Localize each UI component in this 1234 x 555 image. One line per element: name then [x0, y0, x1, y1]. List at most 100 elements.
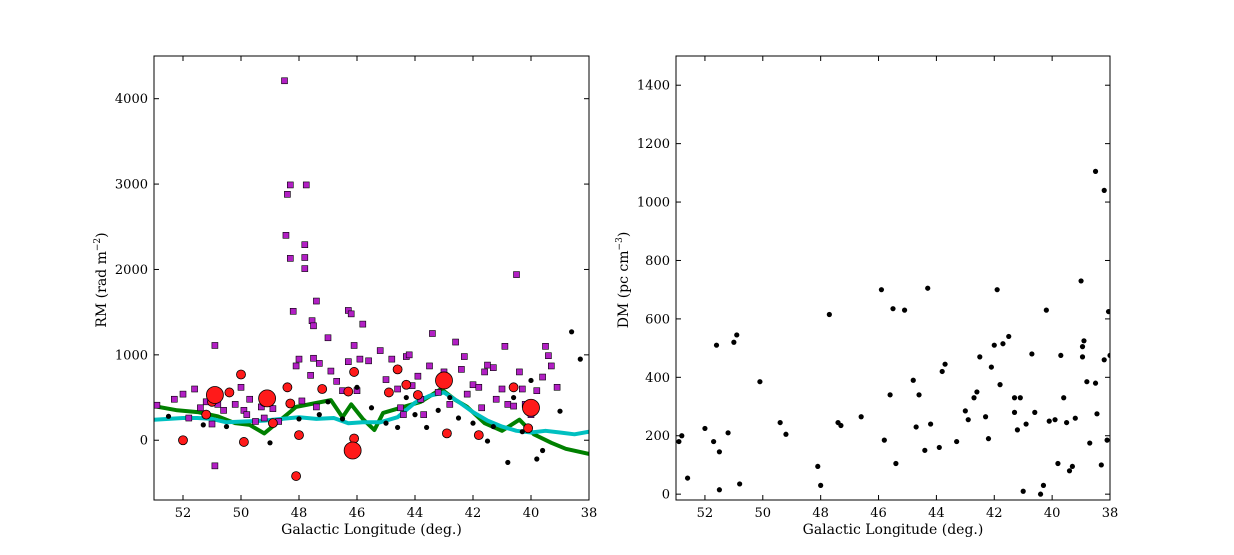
y-tick-label: 4000: [115, 92, 148, 107]
black-point: [858, 414, 864, 420]
square-point: [284, 191, 291, 198]
black-point: [577, 356, 583, 362]
red-large-point: [522, 398, 540, 417]
black-point: [737, 481, 743, 487]
black-point: [1098, 462, 1104, 468]
black-point: [1092, 380, 1099, 386]
red-point: [392, 364, 403, 375]
black-point: [165, 413, 172, 419]
x-tick-label: 44: [928, 506, 945, 521]
square-point: [298, 397, 306, 405]
square-point: [327, 367, 335, 375]
black-point: [354, 384, 360, 390]
square-point: [420, 411, 428, 418]
black-point: [910, 377, 916, 383]
square-point: [365, 357, 372, 365]
black-point: [1020, 488, 1026, 494]
square-point: [211, 342, 219, 349]
square-point: [481, 368, 488, 376]
square-point: [533, 387, 541, 395]
black-point: [1087, 440, 1093, 446]
black-point: [1014, 427, 1021, 433]
black-point: [939, 368, 945, 375]
x-tick-label: 52: [175, 506, 192, 521]
red-point: [523, 423, 533, 434]
black-point: [383, 420, 389, 426]
square-point: [281, 77, 288, 85]
black-point: [1052, 417, 1058, 423]
square-point: [414, 372, 422, 380]
black-point: [1079, 344, 1086, 350]
square-point: [295, 355, 303, 363]
black-point: [1017, 395, 1023, 401]
square-point: [315, 360, 323, 367]
plot-area: [676, 168, 1110, 497]
black-point: [684, 475, 691, 481]
square-point: [301, 254, 309, 261]
black-point: [679, 433, 685, 439]
square-point: [359, 320, 367, 328]
black-point: [1023, 421, 1029, 427]
red-point: [349, 367, 360, 377]
black-point: [971, 395, 977, 401]
black-point: [887, 392, 893, 398]
square-point: [197, 404, 204, 412]
x-tick-label: 40: [523, 506, 540, 521]
black-point: [528, 377, 534, 384]
red-large-point: [258, 389, 277, 408]
trend-line-0: [154, 387, 589, 456]
black-point: [1105, 308, 1110, 315]
square-point: [484, 361, 491, 369]
black-point: [267, 440, 273, 446]
plot-area: [154, 77, 589, 481]
black-point: [936, 444, 942, 451]
red-point: [349, 433, 360, 444]
black-point: [200, 422, 206, 428]
y-axis-label-text: RM (rad m: [94, 251, 110, 328]
black-point: [826, 311, 832, 318]
square-point: [516, 368, 523, 376]
square-point: [539, 373, 546, 381]
x-axis-label: Galactic Longitude (deg.): [803, 522, 984, 538]
square-point: [301, 265, 309, 272]
black-point: [725, 430, 731, 436]
square-point: [460, 353, 468, 360]
black-point: [1029, 351, 1035, 357]
black-point: [569, 329, 575, 335]
square-point: [301, 241, 309, 248]
black-point: [534, 456, 540, 462]
red-point: [343, 386, 354, 397]
y-axis-label-close: ): [616, 232, 632, 237]
black-point: [519, 429, 525, 435]
square-point: [498, 385, 506, 393]
square-point: [313, 297, 320, 305]
black-point: [890, 306, 896, 312]
y-axis-label-close: ): [94, 232, 110, 237]
x-axis-label: Galactic Longitude (deg.): [281, 522, 462, 538]
black-point: [1006, 333, 1012, 340]
black-point: [1032, 409, 1038, 415]
black-point: [1101, 357, 1107, 363]
x-tick-label: 50: [233, 506, 250, 521]
x-tick-label: 44: [407, 506, 424, 521]
black-point: [1101, 187, 1107, 193]
black-point: [403, 394, 409, 401]
black-point: [783, 431, 789, 437]
black-point: [1064, 419, 1070, 426]
black-point: [412, 412, 418, 418]
black-point: [713, 342, 720, 348]
square-point: [231, 401, 239, 408]
square-point: [426, 362, 433, 370]
black-point: [447, 394, 453, 401]
black-point: [1107, 352, 1110, 359]
black-point: [913, 424, 919, 430]
black-point: [962, 408, 968, 414]
square-point: [246, 395, 253, 403]
square-point: [429, 330, 436, 337]
square-point: [171, 395, 178, 403]
square-point: [333, 378, 341, 385]
square-point: [545, 352, 552, 360]
black-point: [540, 447, 546, 454]
black-point: [455, 415, 462, 421]
black-point: [1061, 395, 1067, 401]
